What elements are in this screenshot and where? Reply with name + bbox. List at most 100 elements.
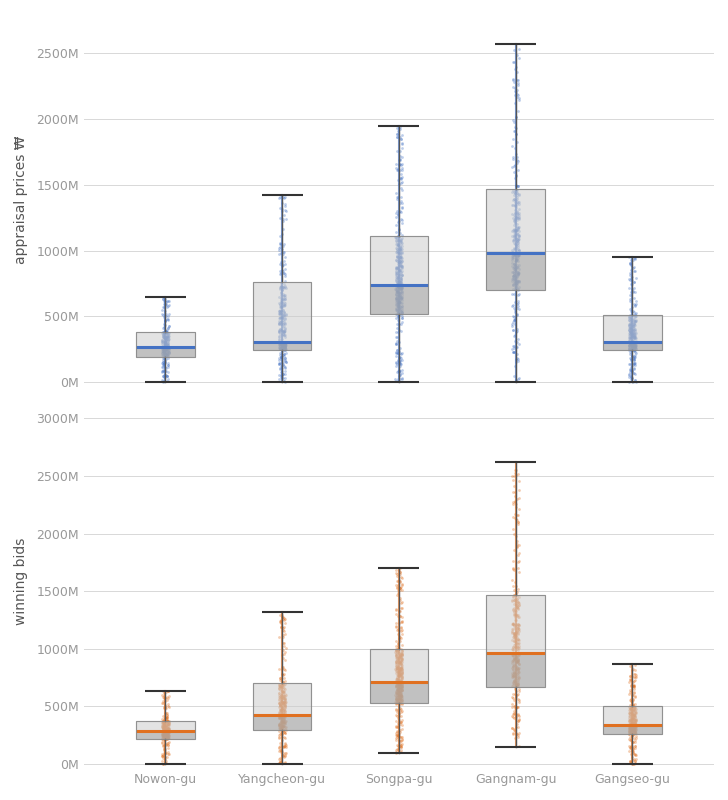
Point [273,325,285,338]
Point [274,705,286,718]
Point [628,722,639,734]
Point [160,726,172,739]
Point [507,270,519,283]
Point [274,335,285,348]
Point [510,127,521,140]
Point [508,214,520,226]
Point [510,216,521,229]
Point [390,291,402,304]
Point [390,246,402,258]
Point [395,356,406,369]
Point [630,670,641,683]
Point [510,609,522,622]
Point [627,364,638,377]
Point [511,700,523,713]
Point [395,730,406,743]
Point [280,675,291,688]
Point [510,354,522,366]
Point [279,282,290,294]
Point [390,720,402,733]
Point [162,726,174,738]
Point [162,731,173,744]
Point [393,238,405,250]
Point [510,272,521,285]
Point [510,641,522,654]
Point [629,740,641,753]
Point [624,314,636,326]
Point [273,710,285,723]
Point [629,342,641,354]
Point [509,666,521,678]
Point [509,276,521,289]
Point [160,342,172,355]
Point [393,365,405,378]
Point [629,755,641,768]
Point [279,678,290,690]
Point [159,734,171,746]
Point [507,299,519,312]
Point [162,730,173,743]
Point [280,338,291,350]
Point [159,742,170,755]
Point [161,346,173,359]
Point [626,712,638,725]
Point [625,716,637,729]
Point [160,343,172,356]
Point [279,321,290,334]
Point [393,668,405,681]
Point [628,286,639,298]
Point [624,723,636,736]
Point [278,323,290,336]
Point [277,718,289,731]
Point [274,680,286,693]
Point [390,186,402,199]
Point [629,735,641,748]
Point [397,306,408,318]
Point [390,273,402,286]
Point [510,122,522,134]
Point [280,325,291,338]
Point [513,678,524,691]
Point [392,280,404,293]
Point [277,709,289,722]
Point [392,230,404,243]
Point [277,222,288,235]
Point [157,729,169,742]
Point [630,717,641,730]
Point [628,712,639,725]
Point [391,710,403,722]
Point [389,679,401,692]
Point [160,730,172,743]
Point [512,600,523,613]
Point [395,650,406,663]
Point [159,345,170,358]
Point [510,629,522,642]
Point [395,677,407,690]
Point [625,337,637,350]
Point [278,668,290,681]
Point [626,699,638,712]
Point [513,599,525,612]
Point [510,631,522,644]
Point [507,225,518,238]
Point [277,696,289,709]
Point [509,89,521,102]
Point [394,686,405,699]
Point [509,666,521,679]
Point [279,342,290,354]
Point [280,726,291,739]
Point [395,158,407,171]
Point [513,694,525,706]
Point [509,722,521,735]
Point [395,681,407,694]
Point [160,724,172,737]
Point [624,368,636,381]
Point [509,121,521,134]
Point [162,330,174,342]
Point [280,688,291,701]
Point [628,668,640,681]
Point [278,662,290,675]
Point [630,691,641,704]
Point [274,289,286,302]
Point [394,678,405,691]
